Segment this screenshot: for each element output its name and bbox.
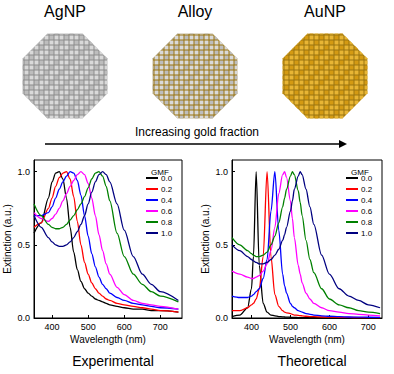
svg-text:1.0: 1.0 — [161, 229, 173, 238]
svg-text:400: 400 — [244, 322, 259, 332]
svg-text:Extinction (a.u.): Extinction (a.u.) — [2, 204, 13, 273]
svg-text:Experimental: Experimental — [72, 353, 154, 369]
svg-text:Alloy: Alloy — [178, 3, 213, 20]
svg-text:1.0: 1.0 — [17, 167, 30, 177]
svg-text:600: 600 — [322, 322, 337, 332]
svg-text:0.4: 0.4 — [361, 196, 373, 205]
svg-text:AgNP: AgNP — [44, 3, 86, 20]
svg-text:GMF: GMF — [351, 168, 369, 177]
svg-text:Increasing gold fraction: Increasing gold fraction — [135, 125, 259, 139]
svg-text:0.6: 0.6 — [361, 207, 373, 216]
svg-text:Extinction (a.u.): Extinction (a.u.) — [200, 204, 211, 273]
svg-text:1.0: 1.0 — [361, 229, 373, 238]
svg-text:0.0: 0.0 — [161, 173, 173, 183]
svg-text:0.2: 0.2 — [161, 185, 173, 194]
svg-text:700: 700 — [153, 322, 168, 332]
svg-text:0.0: 0.0 — [215, 313, 228, 323]
svg-text:500: 500 — [81, 322, 96, 332]
svg-text:1.0: 1.0 — [215, 167, 228, 177]
svg-text:0.0: 0.0 — [361, 173, 373, 183]
svg-text:0.5: 0.5 — [215, 240, 228, 250]
svg-text:600: 600 — [117, 322, 132, 332]
svg-text:0.8: 0.8 — [161, 218, 173, 227]
svg-text:400: 400 — [45, 322, 60, 332]
svg-text:Wavelength (nm): Wavelength (nm) — [269, 334, 345, 345]
svg-text:AuNP: AuNP — [304, 3, 346, 20]
svg-text:Wavelength (nm): Wavelength (nm) — [70, 334, 146, 345]
svg-text:0.4: 0.4 — [161, 196, 173, 205]
svg-text:0.2: 0.2 — [361, 185, 373, 194]
svg-text:0.5: 0.5 — [17, 240, 30, 250]
svg-text:GMF: GMF — [151, 168, 169, 177]
svg-text:Theoretical: Theoretical — [277, 353, 346, 369]
svg-text:0.8: 0.8 — [361, 218, 373, 227]
svg-text:500: 500 — [283, 322, 298, 332]
svg-text:700: 700 — [361, 322, 376, 332]
svg-text:0.0: 0.0 — [17, 313, 30, 323]
svg-text:0.6: 0.6 — [161, 207, 173, 216]
